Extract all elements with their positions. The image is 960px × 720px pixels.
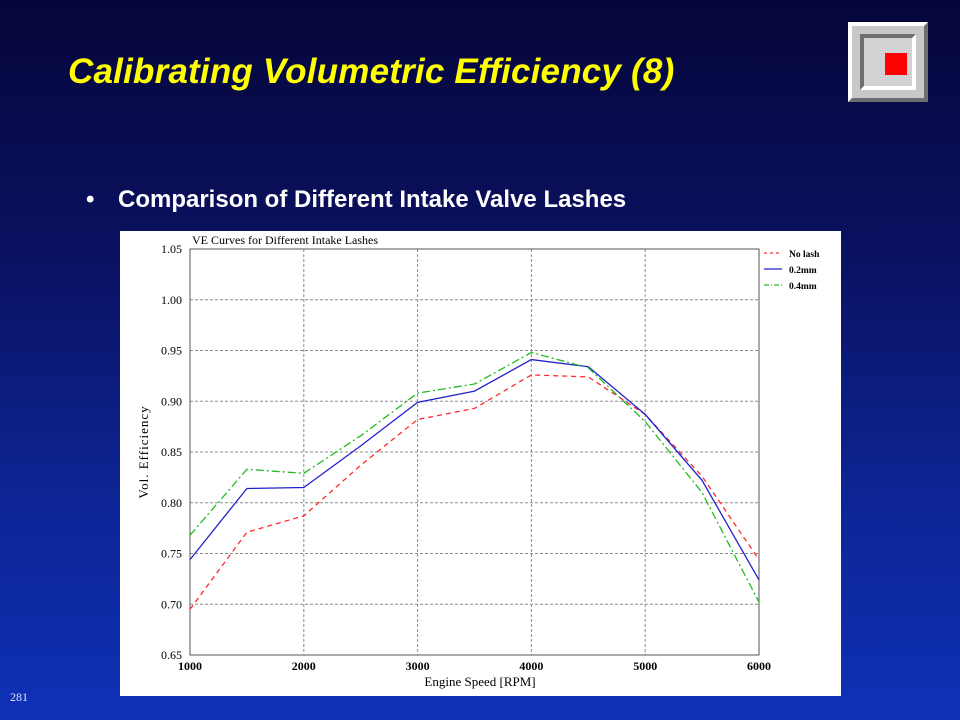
chart-container: 1000 2000 3000 4000 5000 6000 0.65 0.70 0.75 0.80…: [120, 231, 841, 696]
series-line-1: [189, 358, 760, 581]
legend-label: 0.2mm: [789, 266, 817, 276]
x-tick-label: 3000: [406, 659, 430, 673]
plot-frame: [189, 248, 760, 656]
red-square-icon: [885, 53, 907, 75]
y-tick-label: 0.80: [161, 496, 182, 510]
y-tick-label: 0.70: [161, 597, 182, 611]
series-layer: [189, 351, 760, 610]
bullet-marker: •: [86, 186, 95, 213]
x-axis-label: Engine Speed [RPM]: [424, 674, 535, 689]
y-axis-label: Vol. Efficiency: [136, 405, 151, 498]
y-tick-label: 1.05: [161, 242, 182, 256]
bullet-text: Comparison of Different Intake Valve Las…: [118, 186, 627, 213]
ve-line-chart: 1000 2000 3000 4000 5000 6000 0.65 0.70 0.75 0.80…: [136, 233, 820, 689]
logo-button[interactable]: [848, 22, 928, 102]
x-tick-label: 1000: [178, 659, 202, 673]
x-tick-label: 2000: [292, 659, 316, 673]
tick-layer: 1000 2000 3000 4000 5000 6000 0.65 0.70 0.75 0.80…: [161, 242, 771, 673]
logo-frame: [860, 34, 916, 90]
page-number: 281: [10, 690, 28, 704]
legend: No lash 0.2mm 0.4mm: [764, 250, 820, 292]
x-tick-label: 6000: [747, 659, 771, 673]
y-tick-label: 0.90: [161, 394, 182, 408]
grid-layer: [190, 249, 759, 655]
y-tick-label: 0.75: [161, 547, 182, 561]
chart-title: VE Curves for Different Intake Lashes: [192, 233, 378, 247]
y-tick-label: 1.00: [161, 293, 182, 307]
legend-label: No lash: [789, 250, 820, 260]
series-line-2: [189, 351, 760, 603]
x-tick-label: 4000: [519, 659, 543, 673]
series-line-0: [189, 374, 760, 610]
slide-title: Calibrating Volumetric Efficiency (8): [68, 52, 675, 91]
legend-label: 0.4mm: [789, 282, 817, 292]
y-tick-label: 0.85: [161, 445, 182, 459]
y-tick-label: 0.95: [161, 344, 182, 358]
x-tick-label: 5000: [633, 659, 657, 673]
y-tick-label: 0.65: [161, 648, 182, 662]
